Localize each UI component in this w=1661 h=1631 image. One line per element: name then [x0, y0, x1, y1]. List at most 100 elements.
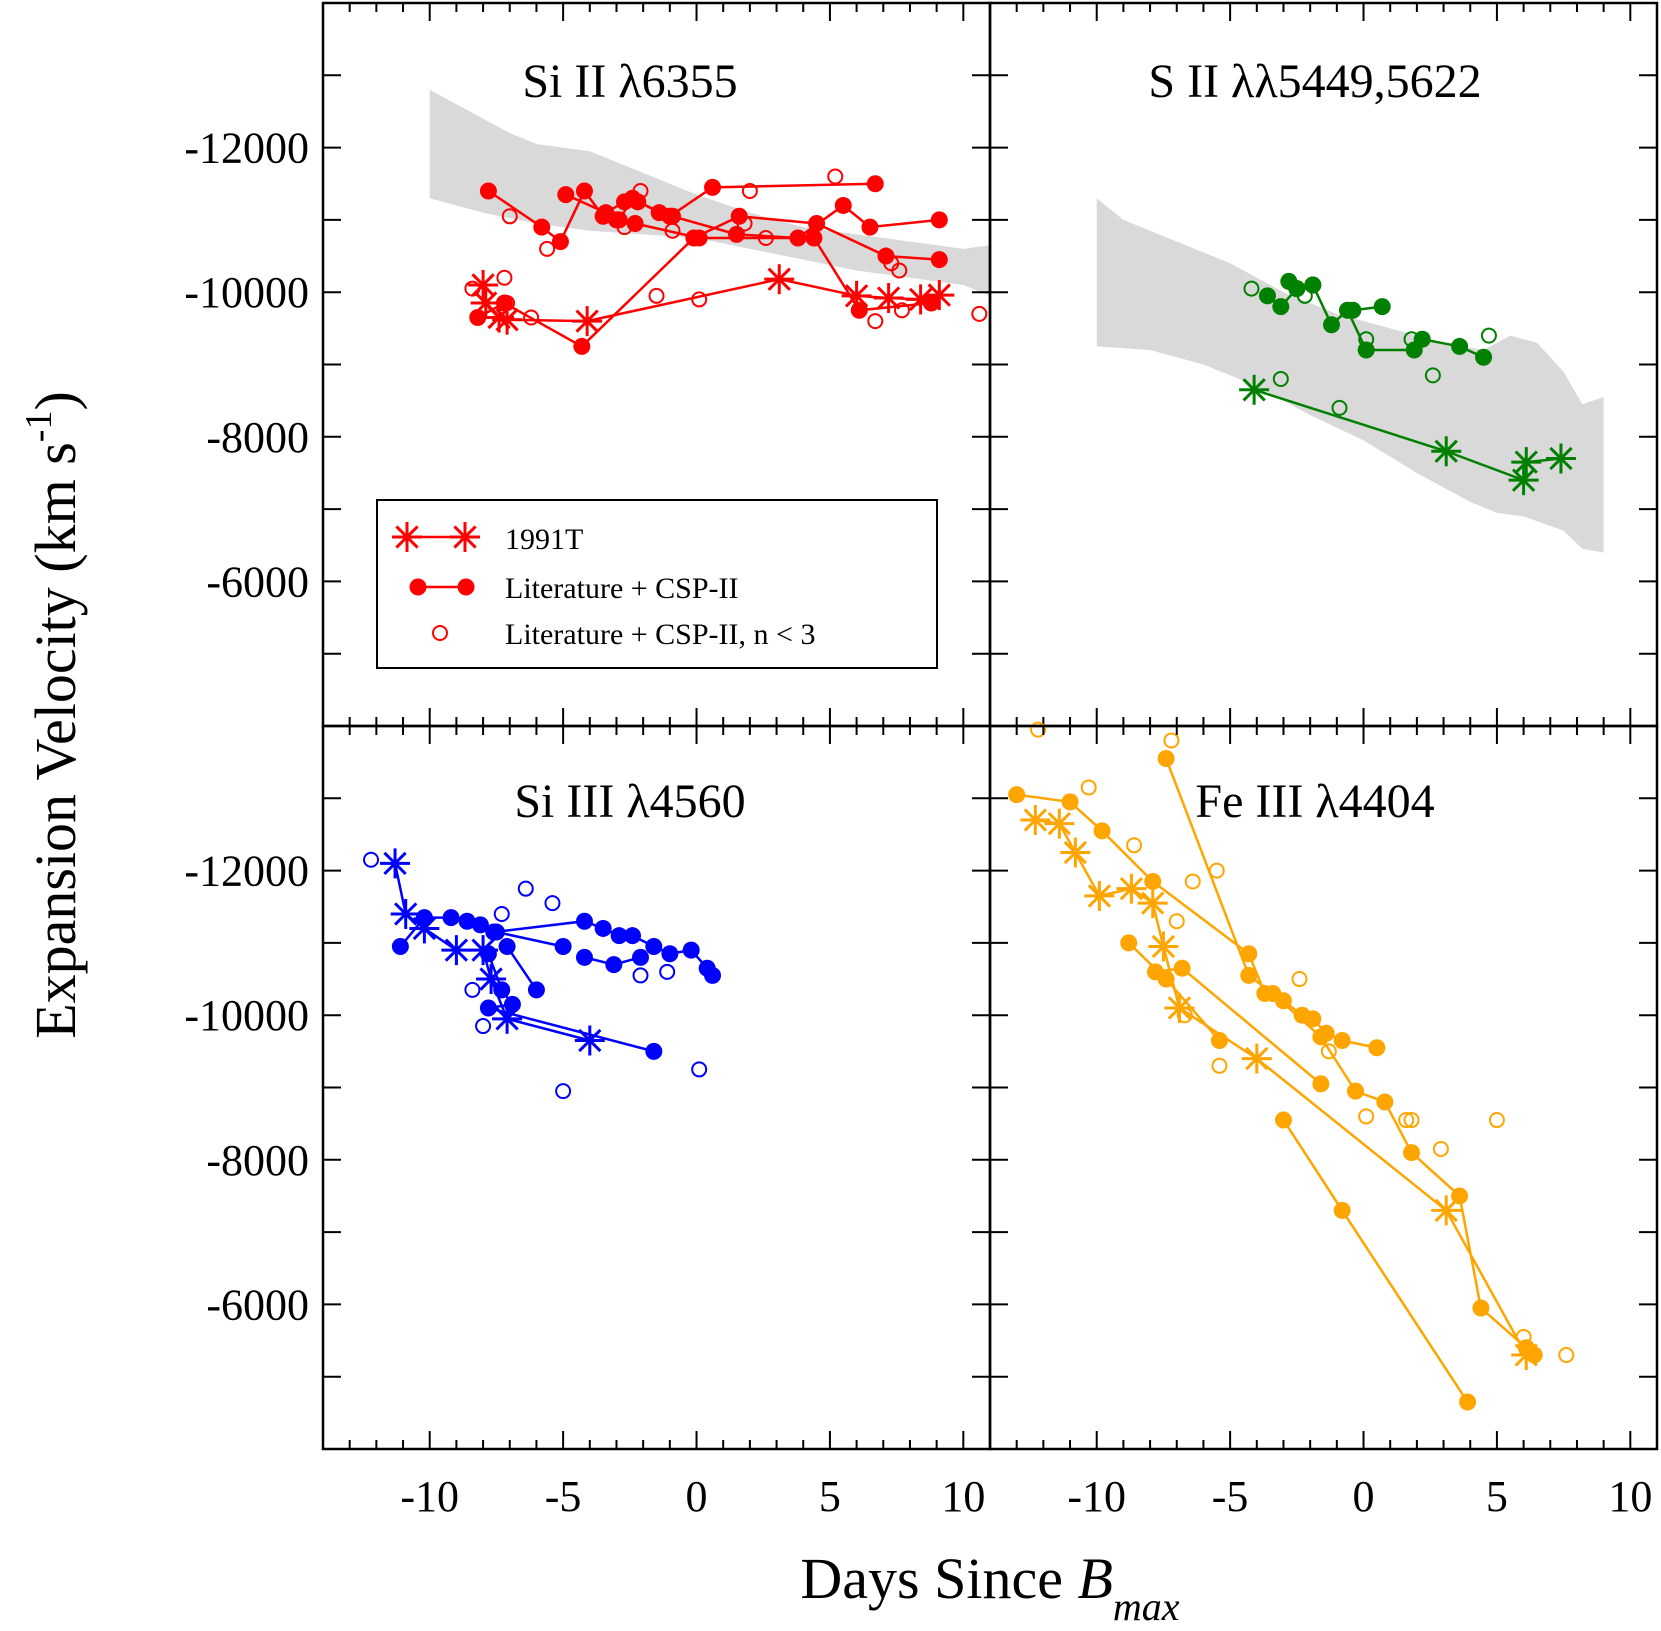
filled-point-2-3-2 [631, 948, 649, 966]
open-point-0-4 [523, 309, 540, 326]
open-point-1-3 [1331, 399, 1348, 416]
filled-point-3-1-2 [1264, 985, 1282, 1003]
filled-point-0-0-0 [479, 182, 497, 200]
star-arm [1242, 378, 1266, 402]
filled-point-0-1-2 [573, 337, 591, 355]
star-arm [767, 267, 791, 291]
filled-point-0-3-1 [626, 215, 644, 233]
filled-point-3-3-2 [1312, 1075, 1330, 1093]
star-arm [927, 283, 951, 307]
open-point-0-3 [501, 208, 518, 225]
filled-point-3-0-11 [1368, 1039, 1386, 1057]
sn1991t-point-3-1 [1044, 808, 1075, 839]
filled-point-0-0-13 [930, 211, 948, 229]
open-point-3-0 [1030, 721, 1047, 738]
star-arm [876, 286, 901, 310]
x-tick-label: -10 [1067, 1472, 1126, 1521]
open-point-0-14 [827, 168, 844, 185]
y-tick-label: -6000 [206, 557, 309, 606]
filled-point-0-3-4 [850, 301, 868, 319]
open-point-0-17 [891, 262, 908, 279]
open-point-2-5 [544, 895, 561, 912]
open-point-2-1 [464, 981, 481, 998]
open-point-1-6 [1424, 367, 1441, 384]
filled-point-0-1-4 [730, 207, 748, 225]
open-point-0-15 [867, 313, 884, 330]
filled-point-3-4-0 [1274, 1111, 1292, 1129]
open-point-2-0 [363, 851, 380, 868]
filled-point-2-0-14 [704, 966, 722, 984]
open-point-3-10 [1320, 1043, 1337, 1060]
filled-point-0-0-2 [551, 233, 569, 251]
star-arm [474, 291, 498, 315]
y-tick-label: -12000 [184, 847, 309, 896]
filled-series-line-2-2 [506, 945, 538, 991]
filled-point-1-0-8 [1451, 337, 1469, 355]
open-point-0-7 [632, 182, 649, 199]
filled-point-1-1-1 [1272, 298, 1290, 316]
x-tick-label: 5 [1486, 1472, 1508, 1521]
open-point-3-15 [1488, 1112, 1505, 1129]
star-arm [412, 916, 437, 941]
filled-point-2-4-1 [487, 923, 505, 941]
sn1991t-point-3-9 [1431, 1195, 1462, 1226]
open-point-2-4 [517, 880, 534, 897]
star-arm [1245, 1046, 1269, 1071]
open-point-1-5 [1403, 331, 1420, 348]
filled-point-1-1-0 [1258, 287, 1276, 305]
filled-point-3-1-1 [1240, 966, 1258, 984]
filled-point-3-1-0 [1157, 750, 1175, 768]
sn1991t-point-3-3 [1084, 880, 1115, 911]
filled-point-2-0-6 [575, 912, 593, 930]
open-point-2-9 [691, 1061, 708, 1078]
open-point-3-7 [1208, 862, 1225, 879]
x-tick-label: 0 [1353, 1472, 1375, 1521]
filled-point-0-2-4 [661, 207, 679, 225]
filled-point-3-2-0 [1120, 934, 1138, 952]
sn1991t-line-3 [1035, 818, 1528, 1356]
filled-point-3-1-3 [1312, 1028, 1330, 1046]
panel-title-s2: S II λλ5449,5622 [1148, 55, 1481, 108]
filled-point-3-3-0 [1146, 963, 1164, 981]
filled-point-0-1-0 [469, 309, 487, 327]
y-axis-title: Expansion Velocity (km s-1) [18, 391, 88, 1039]
sn1991t-point-0-4 [572, 306, 603, 337]
legend: 1991T Literature + CSP-II Literature + C… [376, 499, 938, 669]
filled-point-1-1-3 [1304, 276, 1322, 294]
open-point-3-1 [1080, 779, 1097, 796]
filled-point-2-0-4 [471, 916, 489, 934]
filled-point-2-3-1 [605, 956, 623, 974]
star-arm [495, 308, 519, 332]
sn1991t-point-1-2 [1508, 465, 1539, 496]
open-point-1-2 [1296, 287, 1313, 304]
filled-point-3-1-5 [1376, 1093, 1394, 1111]
filled-point-2-3-0 [575, 948, 593, 966]
open-point-3-3 [1163, 732, 1180, 749]
sn1991t-point-2-3 [441, 935, 472, 966]
legend-filled-marker [457, 578, 475, 596]
sn1991t-point-3-0 [1020, 804, 1051, 835]
open-point-0-10 [691, 291, 708, 308]
star-arm [395, 525, 419, 549]
filled-point-1-0-3 [1323, 316, 1341, 334]
open-point-2-6 [555, 1083, 572, 1100]
filled-point-2-0-7 [594, 919, 612, 937]
filled-point-0-2-2 [615, 193, 633, 211]
filled-point-2-0-10 [645, 938, 663, 956]
star-arm [471, 938, 495, 962]
filled-point-2-0-2 [442, 909, 460, 927]
filled-series-line-3-0 [1016, 793, 1378, 1049]
open-point-2-3 [493, 905, 510, 922]
filled-point-0-2-0 [557, 186, 575, 204]
x-tick-label: 5 [819, 1472, 841, 1521]
sn1991t-point-3-6 [1148, 931, 1179, 962]
star-arm [908, 287, 933, 312]
star-arm [1549, 446, 1573, 471]
star-arm [479, 967, 503, 991]
open-point-0-0 [464, 280, 481, 297]
filled-point-1-2-0 [1344, 301, 1362, 319]
filled-point-3-1-8 [1472, 1299, 1490, 1317]
filled-series-line-3-4 [1282, 1119, 1469, 1403]
filled-point-2-0-0 [391, 938, 409, 956]
y-tick-label: -8000 [206, 413, 309, 462]
